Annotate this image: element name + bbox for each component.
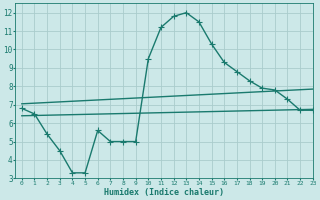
X-axis label: Humidex (Indice chaleur): Humidex (Indice chaleur) [104, 188, 224, 197]
